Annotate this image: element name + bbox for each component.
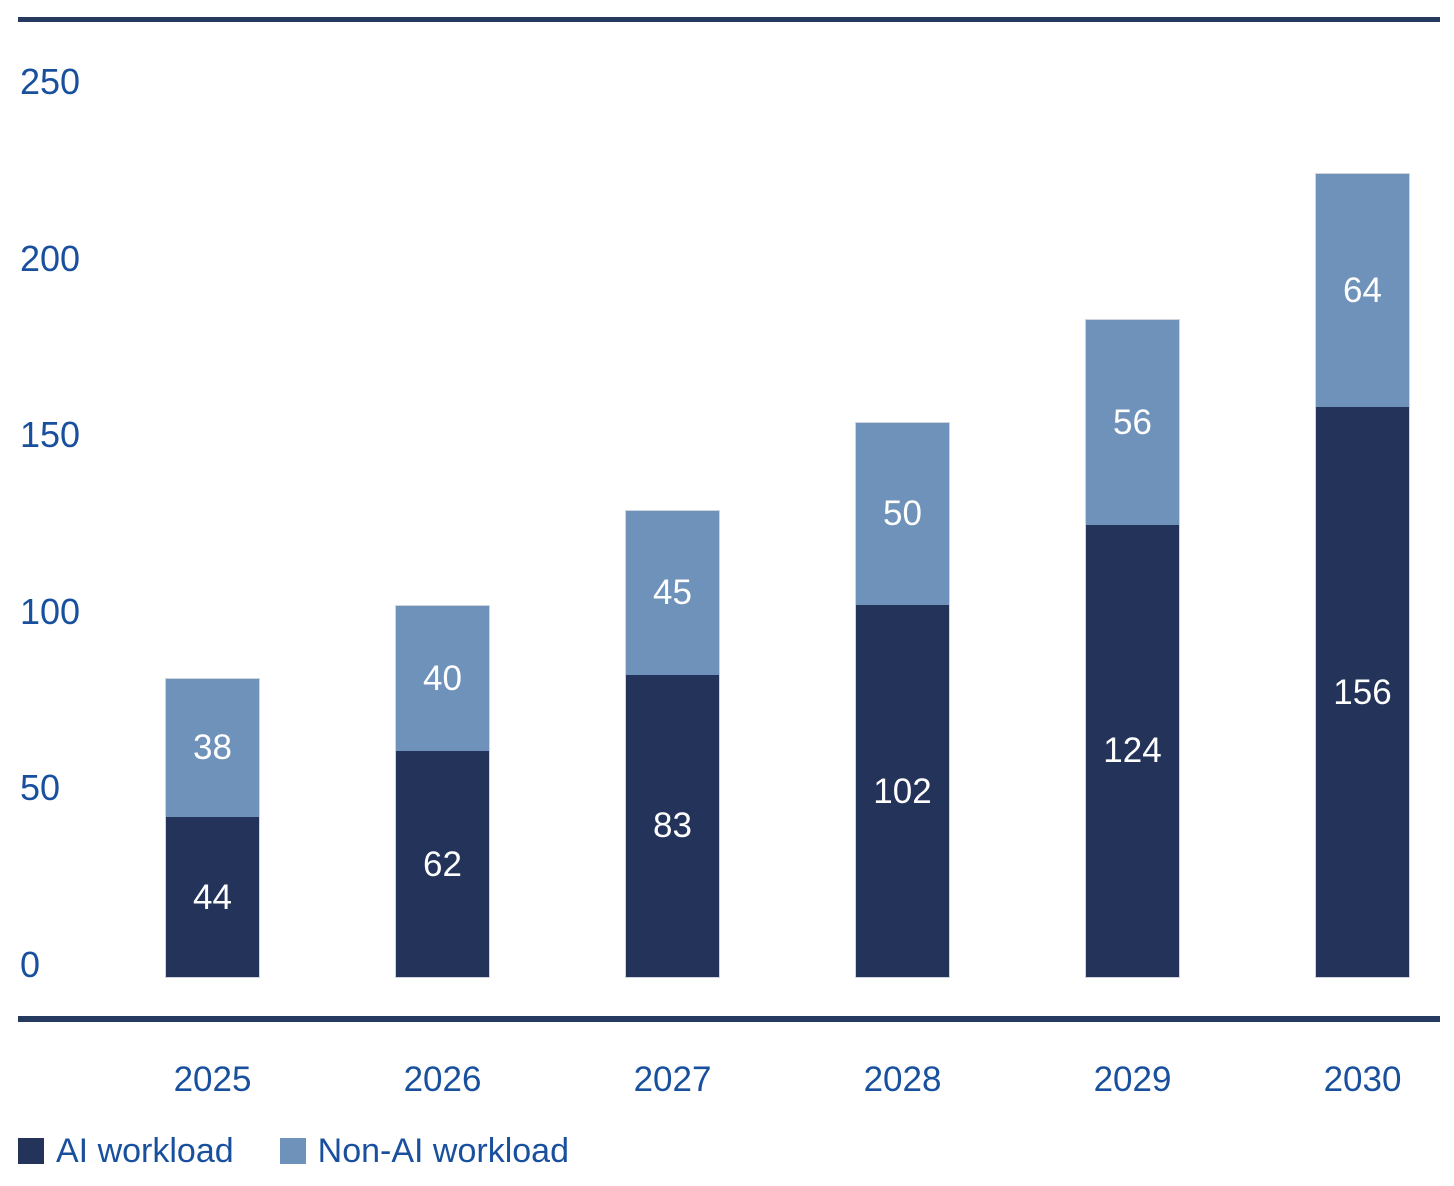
x-tick-label-2026: 2026	[403, 1060, 482, 1099]
stacked-bar-2028: 50 102	[855, 421, 950, 978]
value-label: 56	[1113, 402, 1152, 442]
legend-item-non-ai-workload: Non-AI workload	[279, 1131, 569, 1171]
value-label: 38	[193, 728, 232, 768]
segment-non-ai-workload: 50	[856, 422, 949, 606]
segment-ai-workload: 124	[1086, 524, 1179, 977]
segment-non-ai-workload: 45	[626, 510, 719, 675]
y-tick-label: 200	[20, 237, 81, 279]
segment-ai-workload: 62	[396, 751, 489, 977]
segment-non-ai-workload: 38	[166, 678, 259, 818]
value-label: 44	[193, 877, 232, 917]
y-tick-label: 250	[20, 61, 81, 102]
value-label: 124	[1103, 731, 1162, 771]
stacked-bar-2029: 56 124	[1085, 319, 1180, 978]
value-label: 45	[653, 573, 692, 612]
value-label: 50	[883, 494, 922, 534]
stacked-bar-2030: 64 156	[1315, 172, 1410, 978]
x-axis-line	[18, 1016, 1440, 1022]
x-tick-label-2030: 2030	[1323, 1060, 1402, 1099]
stacked-bar-2025: 38 44	[165, 677, 260, 978]
segment-non-ai-workload: 40	[396, 605, 489, 752]
segment-non-ai-workload: 64	[1316, 173, 1409, 408]
value-label: 83	[653, 806, 692, 846]
x-tick-label-2028: 2028	[863, 1060, 942, 1099]
value-label: 40	[423, 658, 462, 698]
legend-swatch	[18, 1138, 44, 1164]
y-tick-label: 100	[20, 590, 81, 632]
value-label: 64	[1343, 271, 1382, 311]
value-label: 62	[423, 844, 462, 884]
legend-label: AI workload	[56, 1132, 234, 1170]
legend-item-ai-workload: AI workload	[18, 1131, 234, 1171]
value-label: 156	[1333, 672, 1392, 712]
x-tick-label-2029: 2029	[1093, 1060, 1172, 1099]
segment-ai-workload: 156	[1316, 407, 1409, 977]
y-tick-label: 50	[20, 767, 61, 809]
y-tick-label: 0	[20, 944, 41, 985]
stacked-bar-2027: 45 83	[625, 509, 720, 978]
segment-ai-workload: 44	[166, 817, 259, 977]
y-tick-label: 150	[20, 414, 81, 456]
legend: AI workload Non-AI workload	[18, 1131, 569, 1171]
x-tick-label-2025: 2025	[173, 1060, 252, 1099]
segment-non-ai-workload: 56	[1086, 320, 1179, 525]
legend-swatch	[279, 1138, 306, 1164]
segment-ai-workload: 83	[626, 674, 719, 977]
stacked-bar-2026: 40 62	[395, 604, 490, 978]
x-tick-label-2027: 2027	[633, 1060, 712, 1099]
value-label: 102	[873, 771, 932, 811]
legend-label: Non-AI workload	[317, 1132, 569, 1170]
segment-ai-workload: 102	[856, 605, 949, 977]
top-border-line	[18, 17, 1440, 22]
